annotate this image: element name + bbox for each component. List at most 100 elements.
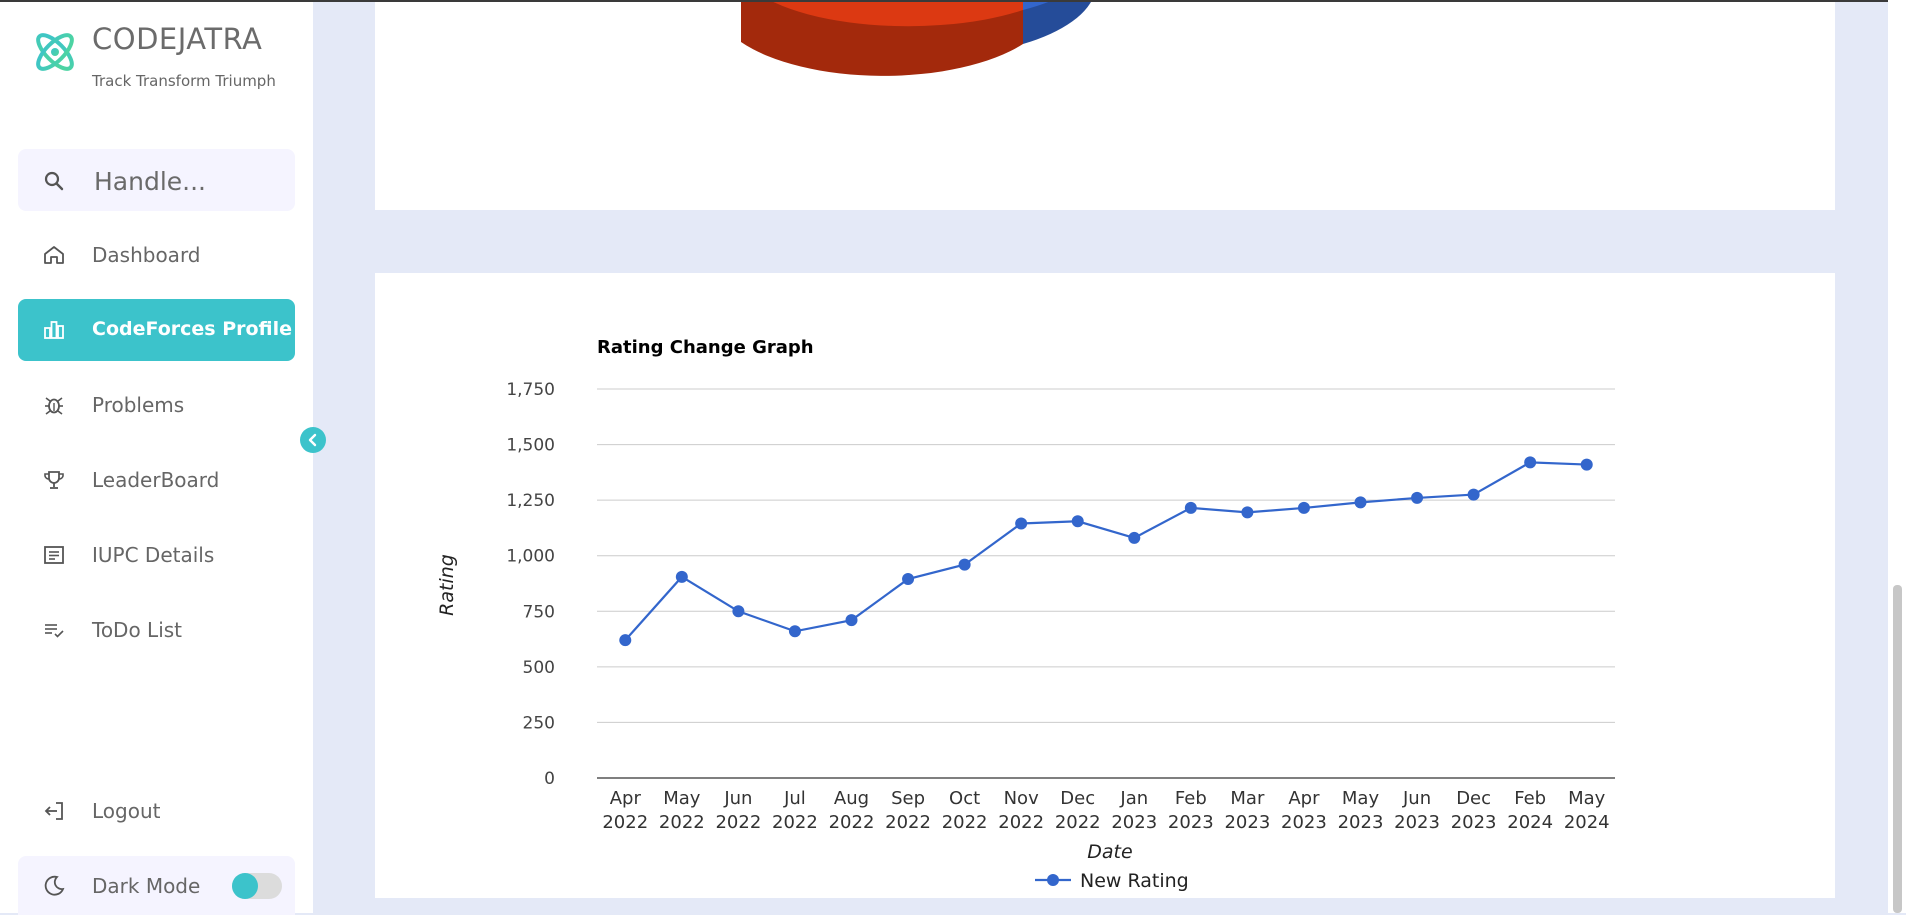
- legend-label-new-rating: New Rating: [1080, 870, 1189, 892]
- series-line-new-rating: [624, 461, 1587, 641]
- data-point[interactable]: [675, 570, 688, 583]
- data-point[interactable]: [1128, 531, 1141, 544]
- dark-mode-label: Dark Mode: [92, 874, 201, 898]
- data-point[interactable]: [958, 558, 971, 571]
- rating-chart-card: Rating Change Graph 0 250 500 750 1,000 1,250…: [375, 273, 1835, 898]
- x-tick-label: 2023: [1338, 812, 1384, 833]
- sidebar-item-label: LeaderBoard: [92, 468, 220, 492]
- y-axis-label: Rating: [436, 554, 458, 616]
- checklist-icon: [45, 624, 64, 638]
- y-tick-label: 1,750: [506, 380, 555, 400]
- sidebar: CODEJATRA Track Transform Triumph Dashbo…: [0, 2, 313, 915]
- x-tick-label: 2022: [1055, 812, 1101, 833]
- data-point[interactable]: [1297, 501, 1310, 514]
- sidebar-item-iupc-details[interactable]: IUPC Details: [18, 524, 295, 586]
- dark-mode-row: Dark Mode: [18, 856, 295, 915]
- logout-label: Logout: [92, 799, 161, 823]
- x-tick-label: Jul: [783, 788, 806, 809]
- y-tick-label: 0: [544, 769, 555, 789]
- data-point[interactable]: [1184, 501, 1197, 514]
- x-tick-label: May: [663, 788, 701, 809]
- x-tick-label: Dec: [1060, 788, 1095, 809]
- x-tick-label: Feb: [1514, 788, 1546, 809]
- data-point[interactable]: [1241, 506, 1254, 519]
- x-tick-label: 2023: [1111, 812, 1157, 833]
- data-point[interactable]: [1071, 515, 1084, 528]
- chart-legend[interactable]: New Rating: [1035, 870, 1189, 892]
- sidebar-item-label: CodeForces Profile: [92, 318, 293, 340]
- document-icon: [44, 546, 64, 564]
- x-tick-label: 2022: [659, 812, 705, 833]
- pie-slice-blue: [1023, 2, 1049, 10]
- x-tick-label: Jun: [1402, 788, 1431, 809]
- x-tick-label: 2023: [1451, 812, 1497, 833]
- sidebar-item-problems[interactable]: Problems: [18, 374, 295, 436]
- bar-chart-icon: [44, 321, 64, 339]
- chart-title: Rating Change Graph: [597, 337, 814, 358]
- logout-button[interactable]: Logout: [18, 780, 295, 842]
- data-point[interactable]: [902, 573, 915, 586]
- brand-name: CODEJATRA: [92, 22, 263, 56]
- x-tick-label: 2024: [1507, 812, 1553, 833]
- pie-chart: [741, 2, 1091, 76]
- sidebar-item-todo-list[interactable]: ToDo List: [18, 599, 295, 661]
- x-tick-label: Mar: [1230, 788, 1265, 809]
- search-box: [18, 149, 295, 211]
- x-tick-label: 2022: [715, 812, 761, 833]
- sidebar-item-dashboard[interactable]: Dashboard: [18, 224, 295, 286]
- sidebar-item-label: IUPC Details: [92, 543, 215, 567]
- data-point[interactable]: [1580, 458, 1593, 471]
- search-icon[interactable]: [42, 169, 66, 193]
- handle-search-input[interactable]: [92, 159, 286, 203]
- y-tick-label: 500: [523, 658, 555, 678]
- x-tick-label: 2022: [602, 812, 648, 833]
- sidebar-collapse-button[interactable]: [300, 427, 326, 453]
- scrollbar-thumb[interactable]: [1893, 585, 1902, 913]
- bug-icon: [45, 397, 63, 415]
- x-tick-label: Dec: [1456, 788, 1491, 809]
- codejatra-logo-icon: [36, 33, 74, 71]
- data-point[interactable]: [1524, 456, 1537, 469]
- sidebar-item-codeforces-profile[interactable]: CodeForces Profile: [18, 299, 295, 361]
- brand-tagline: Track Transform Triumph: [92, 72, 276, 90]
- x-tick-label: Jun: [723, 788, 752, 809]
- dark-mode-toggle[interactable]: [232, 873, 282, 899]
- y-tick-label: 250: [523, 713, 555, 733]
- x-tick-label: 2023: [1281, 812, 1327, 833]
- sidebar-item-label: Dashboard: [92, 243, 201, 267]
- data-point[interactable]: [1015, 517, 1028, 530]
- home-icon: [44, 246, 64, 264]
- x-tick-label: May: [1342, 788, 1380, 809]
- y-tick-label: 1,000: [506, 547, 555, 567]
- sidebar-item-leaderboard[interactable]: LeaderBoard: [18, 449, 295, 511]
- x-tick-label: Sep: [891, 788, 925, 809]
- data-point[interactable]: [1411, 491, 1424, 504]
- data-point[interactable]: [1354, 496, 1367, 509]
- window-top-border: [0, 0, 1906, 2]
- x-tick-label: Feb: [1175, 788, 1207, 809]
- x-tick-label: 2023: [1394, 812, 1440, 833]
- chevron-left-icon: [308, 433, 317, 447]
- x-tick-label: 2024: [1564, 812, 1610, 833]
- sidebar-item-label: Problems: [92, 393, 185, 417]
- data-point[interactable]: [619, 634, 632, 647]
- x-tick-label: 2023: [1168, 812, 1214, 833]
- x-tick-label: 2022: [772, 812, 818, 833]
- data-point[interactable]: [1467, 488, 1480, 501]
- y-tick-label: 1,250: [506, 491, 555, 511]
- data-point[interactable]: [845, 614, 858, 627]
- x-tick-label: 2022: [829, 812, 875, 833]
- y-tick-label: 750: [523, 602, 555, 622]
- x-tick-label: Nov: [1004, 788, 1039, 809]
- x-tick-label: Apr: [1288, 788, 1320, 809]
- pie-slice-blue-side: [1023, 2, 1091, 44]
- y-tick-label: 1,500: [506, 436, 555, 456]
- toggle-knob: [232, 873, 258, 899]
- logout-icon: [44, 802, 63, 820]
- x-tick-label: 2022: [998, 812, 1044, 833]
- pie-chart-card: [375, 2, 1835, 210]
- x-tick-label: 2022: [885, 812, 931, 833]
- x-tick-label: 2022: [942, 812, 988, 833]
- data-point[interactable]: [788, 625, 801, 638]
- data-point[interactable]: [732, 605, 745, 618]
